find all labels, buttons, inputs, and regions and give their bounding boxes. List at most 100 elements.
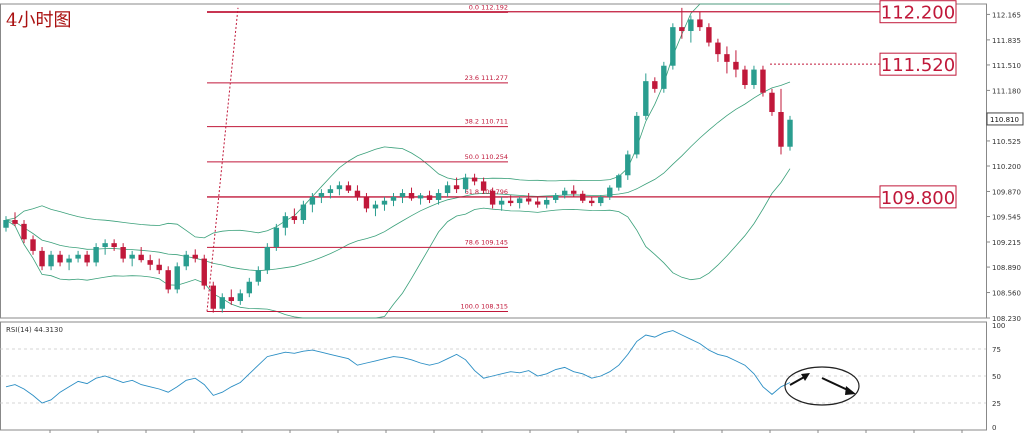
candle-body <box>102 243 108 248</box>
fib-level-label: 78.6 109.145 <box>465 238 508 246</box>
candle-body <box>255 270 262 282</box>
current-price-label: 110.810 <box>990 116 1019 124</box>
candle-body <box>291 216 298 221</box>
candle-body <box>787 119 793 147</box>
candle-body <box>562 190 568 196</box>
candle-body <box>625 154 631 176</box>
rsi-line <box>5 330 791 404</box>
candle-body <box>3 220 9 228</box>
price-tick-label: 108.560 <box>992 290 1021 298</box>
candle-body <box>111 243 117 248</box>
candle-body <box>534 201 541 205</box>
candle-body <box>327 189 334 194</box>
candle-body <box>607 187 613 197</box>
candle-body <box>552 195 559 200</box>
candle-body <box>733 61 739 70</box>
candle-body <box>444 185 451 194</box>
candle-body <box>453 185 460 190</box>
candle-body <box>778 112 784 147</box>
fib-level-label: 0.0 112.192 <box>469 3 508 11</box>
fib-level-label: 100.0 108.315 <box>460 302 508 310</box>
price-tick-label: 111.180 <box>992 87 1021 95</box>
annotation-ellipse <box>784 366 860 406</box>
candle-body <box>93 247 99 263</box>
candle-body <box>426 195 433 200</box>
candle-body <box>580 193 586 201</box>
candle-body <box>282 216 289 228</box>
candle-body <box>201 258 207 286</box>
candle-body <box>12 220 18 224</box>
candle-body <box>652 81 658 89</box>
candle-body <box>354 190 361 197</box>
candle-body <box>219 297 225 309</box>
rsi-title: RSI(14) 44.3130 <box>6 326 63 334</box>
candle-body <box>390 196 397 201</box>
rsi-tick-label: 50 <box>992 373 1001 381</box>
candle-body <box>246 281 253 294</box>
candle-body <box>679 27 685 32</box>
candle-body <box>760 69 766 93</box>
candle-body <box>228 297 234 302</box>
candle-body <box>57 254 63 263</box>
candle-body <box>462 177 469 190</box>
candle-body <box>399 193 406 197</box>
candle-body <box>210 285 216 309</box>
key-level-label: 112.200 <box>881 3 955 24</box>
up-arrow-head <box>801 373 810 381</box>
candle-body <box>525 198 532 202</box>
candle-body <box>129 254 135 259</box>
price-panel-frame <box>0 3 987 319</box>
rsi-tick-label: 0 <box>992 424 996 432</box>
fib-trend-line <box>206 7 239 312</box>
candle-body <box>616 175 622 188</box>
bollinger-middle-band <box>5 81 791 272</box>
candle-body <box>751 69 757 86</box>
candle-body <box>381 200 388 205</box>
candle-body <box>237 293 244 302</box>
current-price-box <box>986 112 1024 126</box>
candle-body <box>417 195 424 199</box>
bollinger-upper-band <box>5 3 790 239</box>
candle-body <box>138 254 144 261</box>
candle-body <box>715 42 721 55</box>
candle-body <box>363 196 370 209</box>
candle-body <box>670 27 676 66</box>
candle-body <box>21 223 27 240</box>
candle-body <box>471 177 478 182</box>
candle-body <box>66 258 72 263</box>
candle-body <box>589 200 595 204</box>
candle-body <box>39 250 45 267</box>
candle-body <box>742 69 748 86</box>
candle-body <box>156 264 162 271</box>
candle-body <box>120 247 126 259</box>
price-tick-label: 109.870 <box>992 188 1021 196</box>
candle-body <box>643 81 649 116</box>
candle-body <box>48 254 54 267</box>
chart-title: 4小时图 <box>6 10 72 31</box>
candle-body <box>543 199 550 205</box>
price-tick-label: 111.835 <box>992 37 1021 45</box>
candle-body <box>192 254 198 259</box>
key-level-box <box>879 0 957 24</box>
rsi-tick-label: 75 <box>992 346 1001 354</box>
candle-body <box>435 193 442 200</box>
price-tick-label: 108.890 <box>992 264 1021 272</box>
rsi-tick-label: 25 <box>992 400 1001 408</box>
candle-body <box>183 254 189 267</box>
candle-body <box>309 196 316 205</box>
price-tick-label: 112.165 <box>992 11 1021 19</box>
down-arrow-head <box>845 386 856 395</box>
candle-body <box>165 270 171 290</box>
candle-body <box>336 185 343 190</box>
fib-level-label: 61.8 109.796 <box>465 188 508 196</box>
candle-body <box>571 190 577 194</box>
price-tick-label: 110.525 <box>992 138 1021 146</box>
candle-body <box>174 266 180 290</box>
candle-body <box>769 92 775 113</box>
candle-body <box>688 19 694 32</box>
candle-body <box>264 247 271 271</box>
candle-body <box>661 65 667 89</box>
key-level-label: 109.800 <box>881 188 955 209</box>
candle-body <box>507 200 514 204</box>
